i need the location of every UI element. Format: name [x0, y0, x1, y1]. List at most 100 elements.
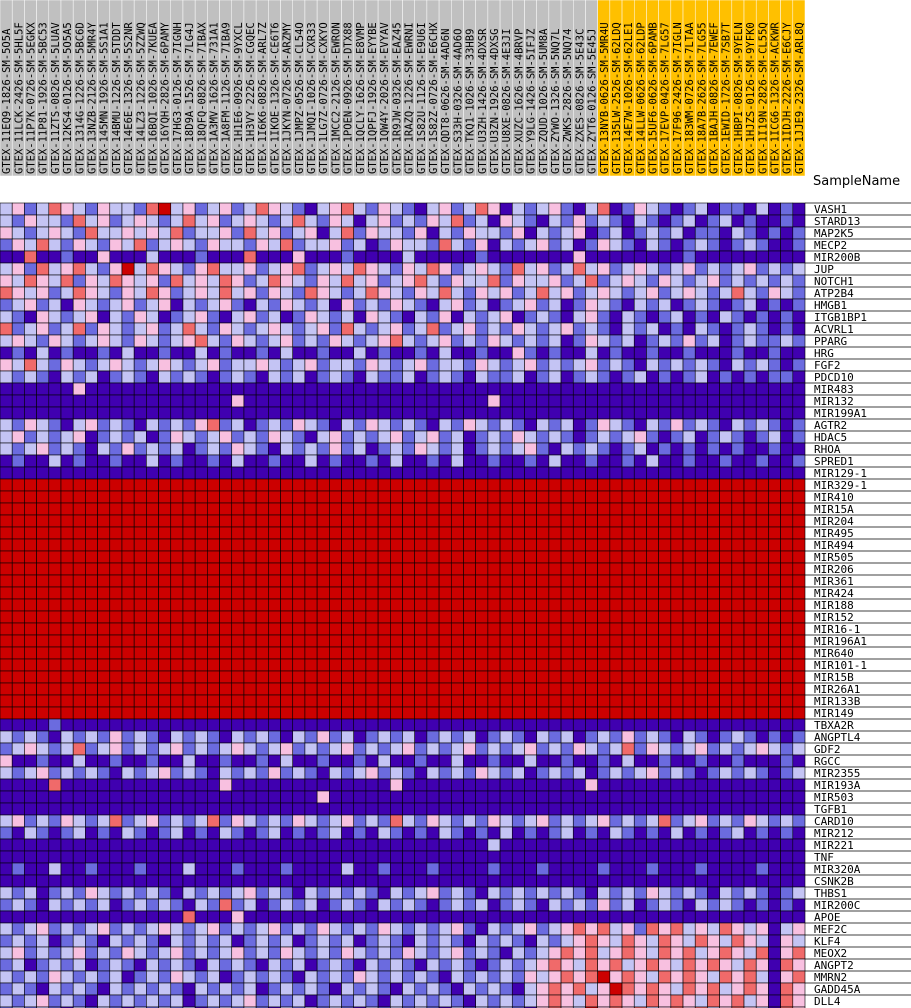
- heatmap-cell: [524, 694, 537, 708]
- heatmap-cell: [755, 418, 769, 432]
- heatmap-cell: [621, 646, 635, 660]
- heatmap-cell: [231, 766, 245, 780]
- heatmap-cell: [743, 214, 757, 228]
- heatmap-cell: [731, 370, 745, 384]
- row-label: HRG: [814, 347, 834, 360]
- heatmap-cell: [146, 850, 159, 864]
- heatmap-cell: [633, 634, 647, 648]
- heatmap-cell: [377, 946, 391, 960]
- heatmap-cell: [511, 694, 525, 708]
- heatmap-cell: [170, 922, 184, 936]
- heatmap-cell: [768, 310, 781, 324]
- row-label: JUP: [814, 263, 834, 276]
- heatmap-cell: [536, 526, 550, 540]
- heatmap-cell: [707, 334, 720, 348]
- heatmap-cell: [438, 514, 452, 528]
- heatmap-cell: [11, 430, 25, 444]
- heatmap-cell: [170, 562, 184, 576]
- heatmap-cell: [511, 778, 525, 792]
- heatmap-cell: [365, 958, 379, 972]
- heatmap-cell: [597, 226, 611, 240]
- heatmap-cell: [292, 490, 306, 504]
- heatmap-cell: [304, 550, 318, 564]
- heatmap-cell: [390, 658, 403, 672]
- heatmap-cell: [292, 310, 306, 324]
- heatmap-cell: [11, 586, 25, 600]
- heatmap-cell: [548, 274, 562, 288]
- heatmap-cell: [658, 502, 672, 516]
- heatmap-cell: [487, 946, 501, 960]
- heatmap-cell: [24, 742, 37, 756]
- heatmap-cell: [426, 898, 440, 912]
- heatmap-cell: [743, 262, 757, 276]
- heatmap-cell: [231, 682, 245, 696]
- heatmap-cell: [219, 250, 233, 264]
- heatmap-cell: [621, 202, 635, 216]
- heatmap-cell: [231, 310, 245, 324]
- heatmap-cell: [182, 730, 196, 744]
- heatmap-cell: [719, 706, 733, 720]
- heatmap-cell: [255, 586, 269, 600]
- heatmap-cell: [219, 346, 233, 360]
- heatmap-cell: [548, 898, 562, 912]
- heatmap-cell: [182, 406, 196, 420]
- heatmap-cell: [707, 982, 720, 996]
- heatmap-cell: [182, 442, 196, 456]
- heatmap-cell: [548, 670, 562, 684]
- heatmap-cell: [487, 526, 501, 540]
- heatmap-cell: [207, 478, 220, 492]
- heatmap-cell: [292, 226, 306, 240]
- heatmap-cell: [755, 442, 769, 456]
- heatmap-cell: [341, 418, 355, 432]
- heatmap-cell: [682, 550, 696, 564]
- heatmap-cell: [414, 814, 428, 828]
- row-label: MIR152: [814, 611, 854, 624]
- heatmap-cell: [231, 358, 245, 372]
- heatmap-cell: [743, 538, 757, 552]
- heatmap-cell: [158, 502, 172, 516]
- heatmap-cell: [11, 466, 25, 480]
- heatmap-cell: [231, 958, 245, 972]
- heatmap-cell: [585, 466, 598, 480]
- heatmap-cell: [109, 214, 123, 228]
- heatmap-cell: [72, 946, 86, 960]
- heatmap-cell: [133, 286, 147, 300]
- heatmap-cell: [414, 334, 428, 348]
- heatmap-cell: [572, 730, 586, 744]
- heatmap-cell: [170, 670, 184, 684]
- heatmap-cell: [560, 538, 574, 552]
- heatmap-cell: [121, 406, 135, 420]
- heatmap-cell: [548, 538, 562, 552]
- heatmap-cell: [194, 610, 208, 624]
- heatmap-cell: [548, 682, 562, 696]
- heatmap-cell: [572, 478, 586, 492]
- heatmap-cell: [646, 358, 659, 372]
- heatmap-cell: [694, 670, 708, 684]
- heatmap-cell: [292, 634, 306, 648]
- heatmap-cell: [768, 970, 781, 984]
- column-label: GTEX-1R9JW-0326-SM-EAZ45: [391, 22, 403, 174]
- heatmap-cell: [524, 322, 537, 336]
- heatmap-cell: [597, 358, 611, 372]
- heatmap-cell: [24, 274, 37, 288]
- heatmap-cell: [341, 466, 355, 480]
- heatmap-cell: [536, 406, 550, 420]
- heatmap-cell: [121, 598, 135, 612]
- heatmap-cell: [243, 322, 257, 336]
- heatmap-cell: [243, 910, 257, 924]
- heatmap-cell: [255, 766, 269, 780]
- heatmap-cell: [633, 214, 647, 228]
- heatmap-cell: [597, 514, 611, 528]
- heatmap-cell: [121, 778, 135, 792]
- heatmap-cell: [694, 646, 708, 660]
- heatmap-cell: [255, 802, 269, 816]
- heatmap-cell: [560, 994, 574, 1008]
- heatmap-cell: [438, 250, 452, 264]
- heatmap-cell: [182, 310, 196, 324]
- heatmap-cell: [292, 862, 306, 876]
- heatmap-cell: [743, 394, 757, 408]
- heatmap-cell: [694, 430, 708, 444]
- heatmap-cell: [207, 358, 220, 372]
- heatmap-cell: [24, 286, 37, 300]
- heatmap-cell: [463, 214, 476, 228]
